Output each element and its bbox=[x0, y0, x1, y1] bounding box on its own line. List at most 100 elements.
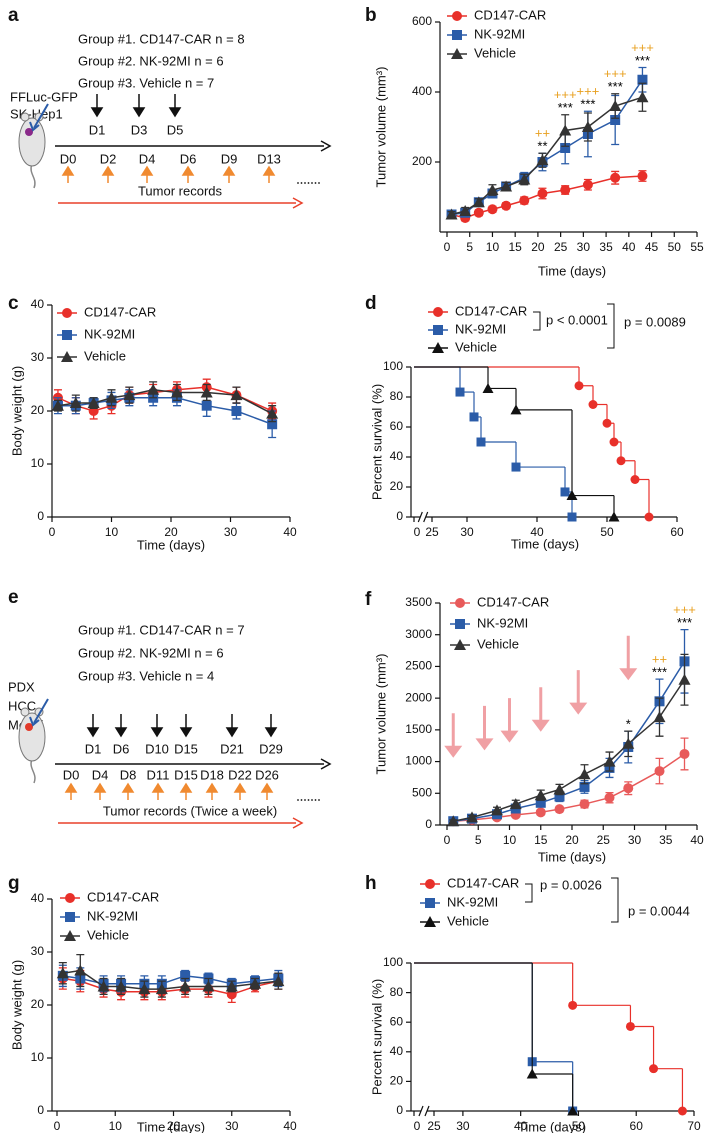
panel-letter: c bbox=[8, 293, 19, 314]
record-arrow bbox=[205, 782, 219, 800]
significance-plus: ++ bbox=[652, 652, 667, 667]
treatment-arrow bbox=[225, 714, 239, 738]
record-arrow bbox=[179, 782, 193, 800]
marker bbox=[567, 512, 577, 522]
treatment-arrow bbox=[264, 714, 278, 738]
marker bbox=[579, 799, 590, 810]
record-arrow bbox=[222, 165, 236, 183]
mouse-body bbox=[18, 117, 46, 167]
marker bbox=[603, 755, 616, 767]
record-label: D0 bbox=[60, 151, 77, 166]
x-tick-label: 15 bbox=[509, 240, 523, 254]
marker bbox=[623, 783, 634, 794]
marker bbox=[123, 389, 136, 401]
y-tick-label: 10 bbox=[31, 1050, 45, 1064]
marker bbox=[518, 173, 531, 185]
p-value: p = 0.0044 bbox=[628, 903, 690, 918]
record-arrow bbox=[181, 165, 195, 183]
y-tick-label: 20 bbox=[31, 997, 45, 1011]
marker bbox=[567, 1105, 579, 1116]
marker bbox=[105, 391, 118, 403]
x-tick-label: 40 bbox=[514, 1119, 528, 1133]
treatment-arrow bbox=[90, 94, 104, 118]
marker bbox=[677, 1106, 687, 1116]
mouse-body bbox=[18, 712, 46, 762]
treatment-arrow bbox=[619, 635, 638, 681]
panel-letter: h bbox=[365, 873, 377, 894]
p-bracket bbox=[525, 883, 533, 903]
marker bbox=[610, 115, 621, 125]
ellipsis-dot bbox=[314, 799, 317, 801]
x-tick-label: 30 bbox=[460, 525, 474, 539]
treatment-arrow bbox=[114, 714, 128, 738]
p-value: p < 0.0001 bbox=[546, 312, 608, 327]
marker bbox=[115, 980, 128, 992]
x-tick-label: 20 bbox=[565, 833, 579, 847]
marker bbox=[537, 188, 548, 199]
y-tick-label: 0 bbox=[425, 817, 432, 831]
y-tick-label: 3500 bbox=[405, 595, 432, 609]
record-arrow bbox=[262, 165, 276, 183]
marker bbox=[679, 748, 690, 759]
legend-label: CD147-CAR bbox=[477, 594, 549, 609]
model-label: PDX bbox=[8, 679, 35, 694]
marker bbox=[609, 437, 619, 447]
treatment-arrow bbox=[531, 687, 550, 732]
x-tick-label: 10 bbox=[486, 240, 500, 254]
marker bbox=[579, 781, 590, 792]
treatment-arrow bbox=[475, 705, 494, 751]
x-tick-label: 10 bbox=[109, 1119, 123, 1133]
x-tick-label: 10 bbox=[105, 525, 119, 539]
marker bbox=[266, 407, 279, 419]
treatment-arrow bbox=[150, 714, 164, 738]
legend-marker bbox=[64, 930, 76, 941]
x-tick-label: 5 bbox=[475, 833, 482, 847]
legend-label: CD147-CAR bbox=[87, 889, 159, 904]
treatment-label: D6 bbox=[113, 741, 130, 756]
x-tick-label: 20 bbox=[164, 525, 178, 539]
legend-label: Vehicle bbox=[87, 927, 129, 942]
treatment-arrow bbox=[132, 94, 146, 118]
x-tick-label: 40 bbox=[283, 525, 297, 539]
ellipsis-dot bbox=[300, 799, 303, 801]
treatment-label: D1 bbox=[85, 741, 102, 756]
record-label: D15 bbox=[174, 767, 198, 782]
significance-stars: *** bbox=[608, 79, 623, 94]
marker bbox=[445, 208, 458, 220]
y-tick-label: 2500 bbox=[405, 659, 432, 673]
mouse-tail bbox=[30, 758, 36, 784]
record-arrow bbox=[121, 782, 135, 800]
legend-marker bbox=[62, 308, 72, 318]
marker bbox=[87, 397, 100, 409]
x-tick-label: 50 bbox=[572, 1119, 586, 1133]
marker bbox=[200, 386, 213, 398]
y-axis-label: Body weight (g) bbox=[9, 366, 24, 456]
legend-label: NK-92MI bbox=[84, 326, 135, 341]
timeline bbox=[55, 140, 332, 152]
legend-label: CD147-CAR bbox=[474, 7, 546, 22]
panel-letter: f bbox=[365, 589, 372, 610]
marker bbox=[472, 196, 485, 208]
record-arrow bbox=[140, 165, 154, 183]
marker bbox=[509, 798, 522, 810]
y-tick-label: 0 bbox=[396, 1103, 403, 1117]
treatment-label: D21 bbox=[220, 741, 244, 756]
record-label: D22 bbox=[228, 767, 252, 782]
p-value: p = 0.0089 bbox=[624, 314, 686, 329]
marker bbox=[553, 783, 566, 795]
series-line bbox=[453, 679, 686, 822]
x-tick-label: 30 bbox=[577, 240, 591, 254]
group-label: Group #2. NK-92MI n = 6 bbox=[78, 645, 224, 660]
legend-label: CD147-CAR bbox=[84, 304, 156, 319]
significance-plus: +++ bbox=[673, 602, 696, 617]
significance-stars: *** bbox=[652, 665, 667, 680]
marker bbox=[519, 195, 530, 206]
x-tick-label: 0 bbox=[444, 240, 451, 254]
legend-marker bbox=[425, 898, 435, 908]
marker bbox=[56, 967, 69, 979]
marker bbox=[604, 792, 615, 803]
ellipsis-dot bbox=[307, 182, 310, 184]
x-tick-label: 25 bbox=[425, 525, 439, 539]
x-tick-label: 25 bbox=[597, 833, 611, 847]
marker bbox=[678, 673, 691, 685]
